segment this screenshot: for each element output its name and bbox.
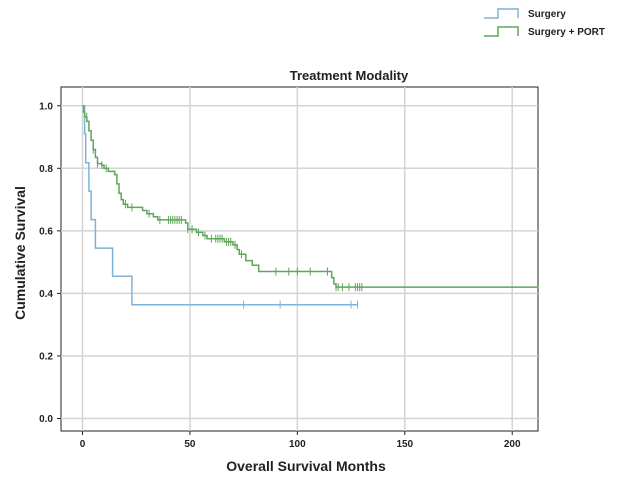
series-surgery (82, 105, 359, 309)
legend-swatch-surgery-port (484, 26, 519, 37)
y-tick-label: 0.4 (39, 289, 53, 300)
legend-label-surgery-port: Surgery + PORT (528, 27, 605, 38)
legend-swatch-surgery (484, 8, 519, 19)
survival-curve-surgery (82, 105, 358, 306)
y-tick-label: 0.0 (39, 414, 53, 425)
x-tick-label: 0 (80, 439, 86, 450)
chart-title: Treatment Modality (290, 68, 409, 83)
y-tick-label: 0.6 (39, 226, 53, 237)
legend: Surgery Surgery + PORT (484, 8, 605, 38)
series-layer (82, 105, 539, 309)
y-tick-label: 1.0 (39, 101, 53, 112)
axis-ticks: 0.0 0.2 0.4 0.6 0.8 1.0 0 50 100 150 200 (39, 101, 521, 450)
plot-frame (60, 86, 539, 432)
survival-curve-surgery-port (82, 105, 539, 288)
x-tick-label: 50 (184, 439, 196, 450)
legend-label-surgery: Surgery (528, 9, 566, 20)
y-axis-title: Cumulative Survival (12, 186, 28, 320)
x-tick-label: 150 (396, 439, 413, 450)
x-tick-label: 200 (504, 439, 521, 450)
series-surgery-port (82, 105, 539, 292)
y-tick-label: 0.8 (39, 164, 53, 175)
x-axis-title: Overall Survival Months (226, 458, 386, 474)
x-tick-label: 100 (289, 439, 306, 450)
y-tick-label: 0.2 (39, 351, 53, 362)
grid (61, 87, 538, 431)
